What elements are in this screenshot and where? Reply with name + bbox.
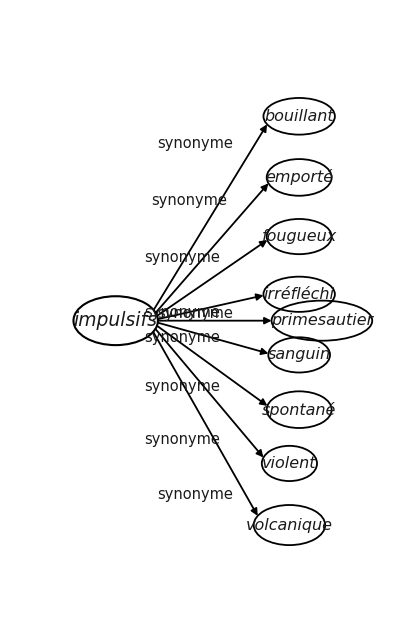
FancyArrowPatch shape: [155, 185, 267, 313]
FancyArrowPatch shape: [158, 295, 261, 319]
FancyArrowPatch shape: [157, 241, 266, 316]
Text: volcanique: volcanique: [246, 518, 333, 533]
Text: bouillant: bouillant: [264, 109, 334, 124]
Text: irréfléchi: irréfléchi: [264, 287, 335, 302]
Text: sanguin: sanguin: [268, 347, 331, 363]
Text: synonyme: synonyme: [144, 330, 220, 345]
Text: synonyme: synonyme: [157, 306, 233, 321]
FancyArrowPatch shape: [153, 332, 257, 514]
Text: violent: violent: [262, 456, 317, 471]
Text: synonyme: synonyme: [144, 250, 220, 265]
Text: emporté: emporté: [265, 170, 333, 185]
FancyArrowPatch shape: [158, 323, 266, 354]
Text: synonyme: synonyme: [144, 432, 220, 446]
Text: synonyme: synonyme: [157, 487, 233, 502]
Text: fougueux: fougueux: [261, 229, 337, 244]
Text: synonyme: synonyme: [157, 136, 233, 151]
Text: impulsifs: impulsifs: [74, 311, 158, 330]
FancyArrowPatch shape: [158, 318, 269, 323]
FancyArrowPatch shape: [155, 329, 262, 456]
Text: primesautier: primesautier: [271, 313, 373, 328]
Text: spontané: spontané: [262, 402, 336, 418]
FancyArrowPatch shape: [154, 126, 266, 310]
Text: synonyme: synonyme: [151, 194, 227, 208]
FancyArrowPatch shape: [157, 326, 266, 404]
Text: synonyme: synonyme: [144, 379, 220, 394]
Text: synonyme: synonyme: [144, 305, 220, 320]
